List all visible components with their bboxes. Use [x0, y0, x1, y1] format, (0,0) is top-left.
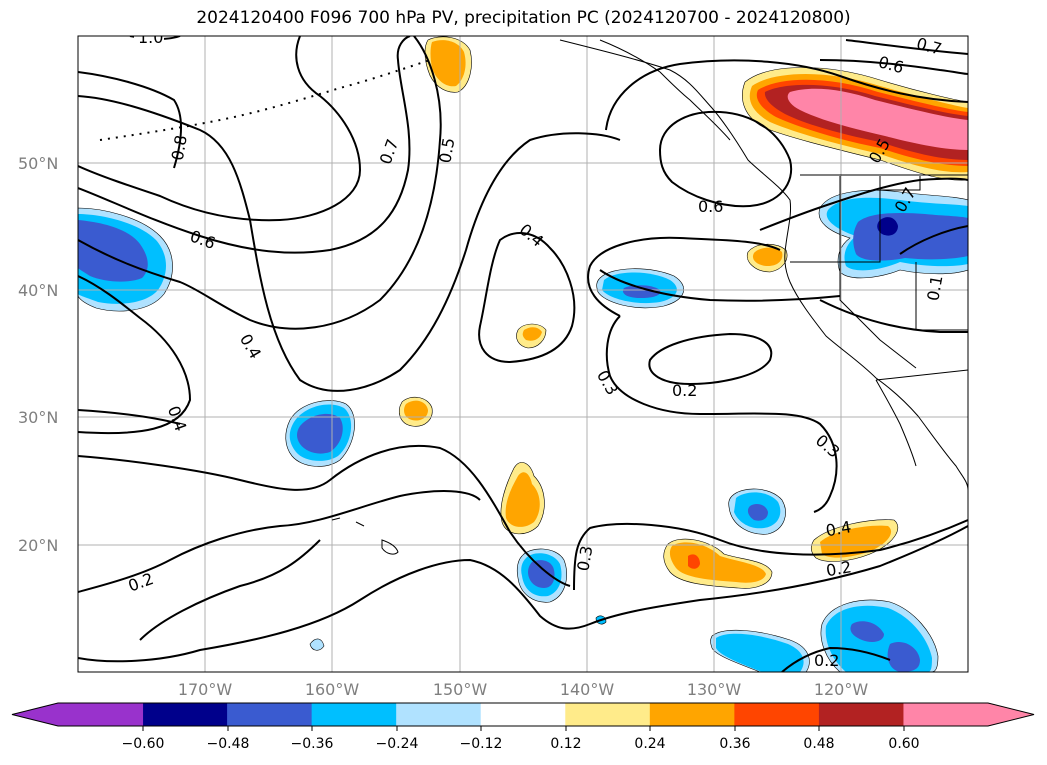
contour-0.3-east2: [899, 225, 968, 255]
lat-label-40n: 40°N: [18, 281, 58, 300]
north-america-coast: [559, 39, 968, 491]
contour-0.5-east: [605, 59, 968, 131]
map-frame: [77, 35, 969, 673]
contour-0.8: [78, 71, 182, 169]
us-state-border-2: [879, 176, 921, 191]
contour-label-0.4-east: 0.4: [824, 517, 852, 540]
colorbar: −0.60 −0.48 −0.36 −0.24 −0.12 0.12 0.24 0.36 0.4…: [11, 702, 1035, 752]
colorbar-extend-high: [988, 703, 1034, 726]
contour-label-0.6-east: 0.6: [698, 197, 723, 216]
contour-label-0.2-loop: 0.2: [672, 381, 697, 400]
colorbar-tick-label: −0.36: [291, 736, 334, 752]
colorbar-segment: [734, 703, 820, 726]
contour-label-0.3-mid: 0.3: [573, 544, 596, 572]
lat-label-20n: 20°N: [18, 536, 58, 555]
colorbar-segment: [142, 703, 228, 726]
contour-0.4-west: [78, 95, 621, 392]
colorbar-tick-label: −0.48: [207, 736, 250, 752]
lat-label-30n: 30°N: [18, 408, 58, 427]
lon-label-120w: 120°W: [814, 680, 869, 699]
contour-0.4-mid: [587, 236, 781, 317]
aleutian-islands: [99, 59, 431, 141]
pv-contours: [78, 36, 968, 672]
colorbar-tick-label: −0.12: [460, 736, 503, 752]
colorbar-segment: [565, 703, 651, 726]
contour-0.3-lower: [78, 444, 571, 587]
coastlines: [99, 39, 968, 555]
colorbar-segment: [903, 703, 988, 726]
colorbar-tick-label: 0.36: [719, 736, 750, 752]
alaska-coast: [599, 39, 731, 141]
contour-0.2-lower: [78, 490, 481, 593]
colorbar-segment: [818, 703, 904, 726]
contour-0.4-loop: [478, 232, 576, 364]
colorbar-extend-low: [12, 703, 58, 726]
contour-0.4-ne2: [599, 269, 841, 302]
lon-label-170w: 170°W: [178, 680, 233, 699]
colorbar-tick-label: 0.60: [888, 736, 919, 752]
colorbar-tick-label: 0.24: [634, 736, 665, 752]
contour-0.6-east: [658, 110, 793, 208]
contour-0.2-loop: [139, 539, 321, 641]
colorbar-tick-label: 0.48: [803, 736, 834, 752]
clabel-bg: [134, 36, 164, 44]
colorbar-tick-label: 0.12: [550, 736, 581, 752]
colorbar-segment: [649, 703, 735, 726]
contour-east-outer: [819, 299, 968, 333]
contour-0.6-coast: [759, 177, 968, 231]
contour-label-0.2-se: 0.2: [814, 651, 839, 670]
contour-0.2-loop-east: [648, 332, 773, 386]
us-mexico-border: [875, 369, 968, 381]
contour-0.3: [78, 275, 192, 435]
colorbar-outline: [11, 702, 1035, 727]
contour-0.6-ne: [819, 59, 968, 75]
graticule: [78, 36, 968, 672]
contour-0.4-lower: [78, 409, 181, 425]
us-state-border-4: [839, 262, 917, 369]
lon-label-150w: 150°W: [433, 680, 488, 699]
contour-label-0.8: 0.8: [168, 134, 191, 162]
colorbar-tick-label: −0.60: [122, 736, 165, 752]
colorbar-segment: [311, 703, 397, 726]
lat-label-50n: 50°N: [18, 154, 58, 173]
lon-label-160w: 160°W: [305, 680, 360, 699]
contour-0.5: [78, 36, 442, 330]
contour-0.3-mid: [573, 519, 968, 591]
colorbar-segment: [480, 703, 566, 726]
us-state-border-1: [839, 176, 881, 263]
contour-label-1.0: 1.0: [138, 28, 163, 47]
contour-0.2-se: [781, 646, 891, 672]
hawaii-islands: [331, 517, 399, 555]
map-panel: 1.0 0.8 0.7 0.5 0.6 0.4 0.4 0.4 0.2 0.3 …: [78, 28, 968, 672]
colorbar-segment: [227, 703, 313, 726]
latitude-labels: 50°N 40°N 30°N 20°N: [18, 154, 58, 555]
contour-0.1: [78, 525, 968, 663]
lon-label-130w: 130°W: [687, 680, 742, 699]
contour-0.7-east: [845, 39, 968, 55]
contour-0.6-west: [78, 36, 411, 254]
colorbar-tick-label: −0.24: [376, 736, 419, 752]
contour-label-0.7-ne: 0.7: [914, 34, 944, 59]
lon-label-140w: 140°W: [560, 680, 615, 699]
baja-coast: [875, 379, 917, 467]
longitude-labels: 170°W 160°W 150°W 140°W 130°W 120°W: [178, 680, 869, 699]
precip-negative-blob-hawaii: [309, 638, 325, 651]
chart-title: 2024120400 F096 700 hPa PV, precipitatio…: [196, 8, 851, 28]
contour-label-0.1-east: 0.1: [923, 274, 946, 302]
contour-0.7-west: [78, 36, 362, 222]
colorbar-segment: [396, 703, 482, 726]
contour-label-0.5: 0.5: [435, 136, 458, 164]
contour-label-0.2-east: 0.2: [825, 557, 853, 580]
colorbar-segment: [58, 703, 144, 726]
contour-0.3-east: [605, 315, 838, 513]
